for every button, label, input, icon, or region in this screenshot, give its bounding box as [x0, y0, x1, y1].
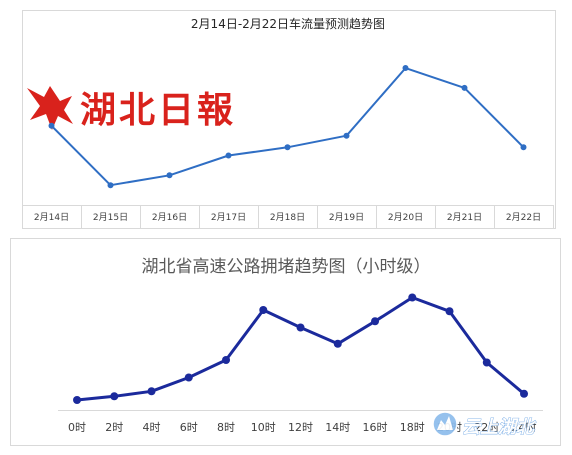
- data-point: [482, 358, 491, 367]
- bottom-chart-title: 湖北省高速公路拥堵趋势图（小时级）: [142, 257, 431, 277]
- data-point: [296, 323, 305, 332]
- data-point: [333, 339, 342, 348]
- x-tick-label: 22时: [474, 421, 499, 434]
- top-chart-frame: [22, 10, 556, 229]
- data-point: [408, 293, 417, 302]
- data-point: [110, 392, 119, 401]
- data-point: [402, 65, 409, 72]
- data-point: [445, 307, 454, 316]
- x-tick-label: 2时: [105, 421, 123, 434]
- top-x-ticks: 2月14日 2月15日 2月16日 2月17日 2月18日 2月19日 2月20日 2月21日…: [22, 205, 554, 228]
- x-tick-label: 16时: [363, 421, 388, 434]
- data-point: [225, 152, 232, 159]
- data-point: [259, 306, 268, 314]
- x-tick-label: 6时: [180, 421, 198, 434]
- x-tick-label: 12时: [288, 421, 313, 434]
- x-tick-label: 2月16日: [152, 212, 187, 223]
- x-tick-label: 2月18日: [270, 212, 305, 223]
- data-point: [184, 373, 193, 382]
- x-tick-label: 2月17日: [211, 212, 246, 223]
- data-point: [48, 122, 55, 129]
- watermark-cloud-icon: [432, 411, 458, 437]
- data-point: [222, 356, 231, 364]
- data-point: [461, 84, 468, 91]
- top-series: [48, 65, 527, 189]
- data-point: [107, 182, 114, 189]
- x-tick-label: 24时: [512, 421, 537, 434]
- watermark: 云上湖北: [432, 411, 537, 438]
- data-point: [166, 172, 173, 179]
- data-point: [371, 317, 380, 326]
- x-tick-label: 2月19日: [329, 212, 364, 223]
- x-tick-label: 2月20日: [388, 212, 423, 223]
- x-tick-label: 18时: [400, 421, 425, 434]
- watermark-text: 云上湖北: [462, 417, 537, 438]
- top-chart: 2月14日-2月22日车流量预测趋势图 湖北日報 2月14日 2月15日 2月16日…: [22, 10, 556, 229]
- bottom-series: [73, 293, 529, 404]
- data-point: [520, 144, 527, 151]
- data-point: [520, 389, 529, 398]
- x-tick-label: 2月15日: [93, 212, 128, 223]
- top-chart-title: 2月14日-2月22日车流量预测趋势图: [191, 16, 385, 31]
- x-tick-label: 2月21日: [447, 212, 482, 223]
- logo-text: 湖北日報: [80, 89, 236, 131]
- x-tick-label: 0时: [68, 421, 86, 434]
- x-tick-label: 8时: [217, 421, 235, 434]
- data-point: [343, 132, 350, 139]
- logo-emblem-icon: [27, 86, 73, 130]
- data-point: [73, 396, 82, 404]
- x-tick-label: 4时: [143, 421, 161, 434]
- x-tick-label: 2月14日: [34, 212, 69, 223]
- data-point: [284, 144, 291, 151]
- data-point: [147, 387, 156, 396]
- x-tick-label: 10时: [251, 421, 276, 434]
- hubei-daily-logo: 湖北日報: [27, 86, 236, 131]
- x-tick-label: 2月22日: [506, 212, 541, 223]
- x-tick-label: 14时: [325, 421, 350, 434]
- bottom-chart: 湖北省高速公路拥堵趋势图（小时级） 0时 2时 4时 6时 8时 10时 12时 14时 16时…: [10, 238, 561, 446]
